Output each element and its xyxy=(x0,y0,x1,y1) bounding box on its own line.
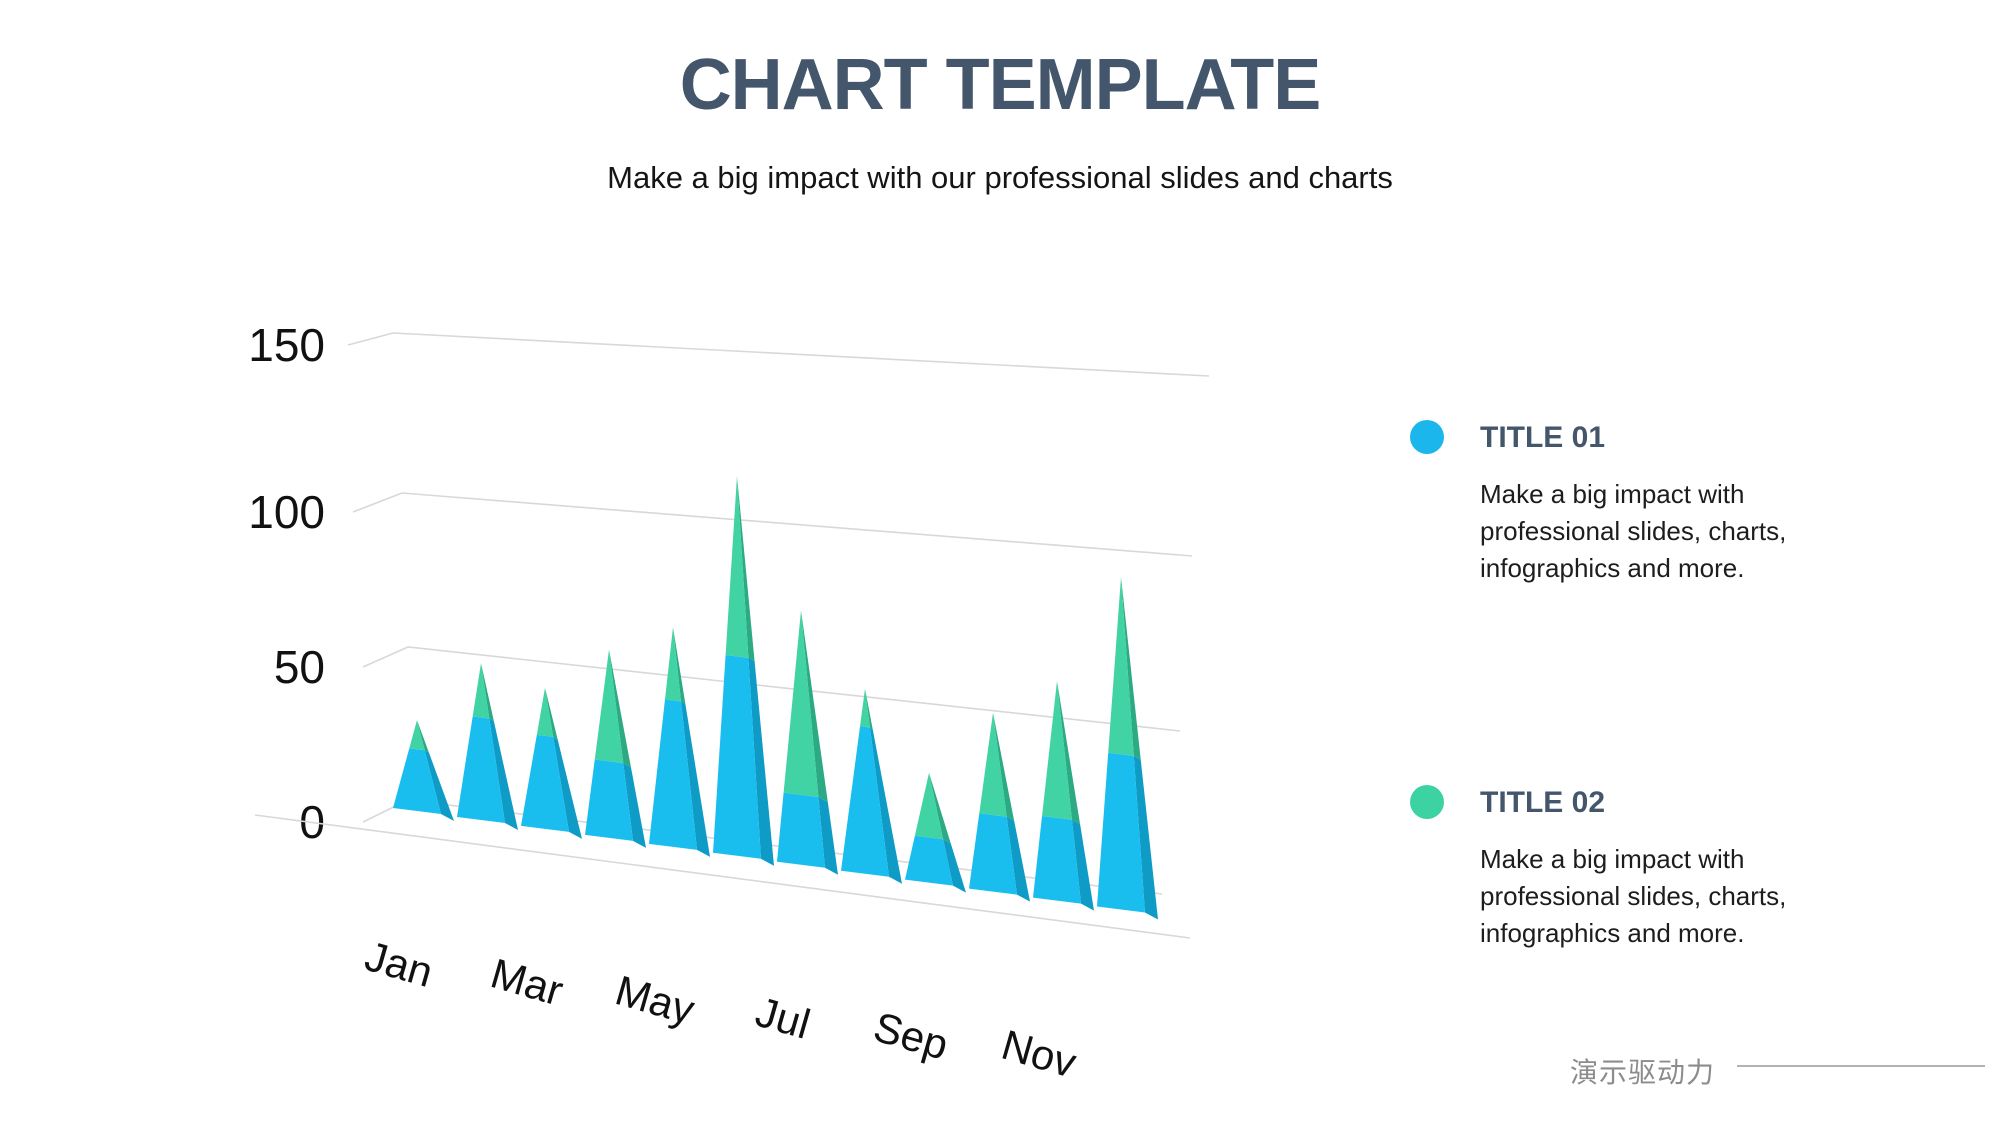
x-tick-label-jul: Jul xyxy=(751,988,816,1048)
pyramid-front-series1 xyxy=(1033,815,1081,904)
pyramid-side-series1 xyxy=(424,750,454,821)
footer: 演示驱动力 xyxy=(1570,1049,2000,1089)
pyramid-may xyxy=(649,627,710,857)
pyramid-front-series1 xyxy=(905,835,953,886)
gridline-y-50 xyxy=(362,646,1181,732)
gridline-y-150 xyxy=(347,332,1210,377)
pyramid-side-series2 xyxy=(929,772,951,844)
pyramid-front-series2 xyxy=(472,663,490,719)
x-tick-label-may: May xyxy=(610,966,699,1033)
pyramid-side-series2 xyxy=(673,627,686,704)
pyramid-side-series1 xyxy=(869,727,902,884)
pyramid-front-series2 xyxy=(979,712,1007,817)
legend-dot-title01-icon xyxy=(1410,420,1444,454)
pyramid-front-series2 xyxy=(914,772,944,840)
pyramid-front-series1 xyxy=(969,813,1017,895)
pyramid-front-series1 xyxy=(713,654,761,859)
pyramid-side-series2 xyxy=(481,663,494,721)
pyramid-front-series2 xyxy=(665,627,681,702)
pyramid-side-series1 xyxy=(681,701,710,857)
legend-title-02: TITLE 02 xyxy=(1480,786,1606,819)
pyramid-side-series1 xyxy=(553,736,582,839)
pyramid-side-series1 xyxy=(1006,816,1030,902)
pyramid-mar xyxy=(521,687,582,839)
page-title: CHART TEMPLATE xyxy=(679,45,1322,125)
pyramid-apr xyxy=(585,649,646,848)
footer-divider-line xyxy=(1737,1065,1985,1067)
pyramid-side-series1 xyxy=(748,657,774,866)
legend-description-01: Make a big impact with professional slid… xyxy=(1480,479,1787,583)
footer-brand-text: 演示驱动力 xyxy=(1570,1057,1716,1088)
pyramid-jun xyxy=(713,476,774,866)
x-tick-label-jan: Jan xyxy=(360,932,438,996)
pyramid-front-series1 xyxy=(521,734,569,832)
pyramid-side-series1 xyxy=(943,839,966,893)
pyramid-front-series1 xyxy=(1097,752,1145,913)
page-subtitle: Make a big impact with our professional … xyxy=(607,160,1393,195)
pyramid-jul xyxy=(777,610,838,875)
pyramid-front-series2 xyxy=(783,610,819,798)
floor-front-edge xyxy=(254,814,1191,939)
pyramid-front-series2 xyxy=(1042,680,1072,820)
pyramid-side-series2 xyxy=(801,610,828,803)
pyramid-dec xyxy=(1097,576,1158,920)
pyramid-sep xyxy=(905,772,966,893)
pyramid-oct xyxy=(969,712,1030,902)
y-tick-label: 100 xyxy=(248,486,325,538)
legend-dot-title02-icon xyxy=(1410,785,1444,819)
pyramid-side-series1 xyxy=(489,718,518,830)
chart-area[interactable]: 150100500JanMarMayJulSepNov xyxy=(150,230,1210,1090)
pyramid-feb xyxy=(457,663,518,830)
pyramid-front-series1 xyxy=(457,716,505,823)
pyramid-side-series2 xyxy=(993,712,1015,821)
x-tick-label-nov: Nov xyxy=(997,1021,1082,1087)
pyramid-front-series2 xyxy=(594,649,624,764)
pyramid-side-series2 xyxy=(417,720,429,753)
pyramid-front-series2 xyxy=(860,688,870,728)
pyramid-side-series2 xyxy=(737,476,755,662)
pyramid-side-series1 xyxy=(818,797,838,875)
pyramid-front-series1 xyxy=(841,726,889,877)
pyramid-side-series1 xyxy=(1071,819,1094,911)
x-tick-label-sep: Sep xyxy=(869,1003,954,1069)
gridline-y-100 xyxy=(352,492,1193,557)
y-tick-label: 50 xyxy=(274,641,325,693)
pyramid-front-series1 xyxy=(393,748,441,814)
pyramid-front-series2 xyxy=(536,687,554,737)
pyramid-side-series2 xyxy=(865,688,873,729)
pyramid-aug xyxy=(841,688,902,884)
pyramid-front-series2 xyxy=(1108,576,1134,756)
pyramid-side-series1 xyxy=(623,763,646,848)
y-tick-label: 150 xyxy=(248,319,325,371)
pyramid-front-series1 xyxy=(777,792,825,868)
pyramid-chart: 150100500JanMarMayJulSepNov xyxy=(248,319,1210,1087)
pyramid-front-series2 xyxy=(409,720,425,751)
pyramid-front-series1 xyxy=(649,699,697,850)
x-tick-label-mar: Mar xyxy=(486,949,568,1014)
legend-description-02: Make a big impact with professional slid… xyxy=(1480,844,1787,948)
legend-title-01: TITLE 01 xyxy=(1480,421,1606,454)
pyramid-front-series1 xyxy=(585,759,633,841)
pyramid-side-series1 xyxy=(1133,755,1158,920)
pyramid-front-series2 xyxy=(725,476,749,658)
pyramid-jan xyxy=(393,720,454,821)
